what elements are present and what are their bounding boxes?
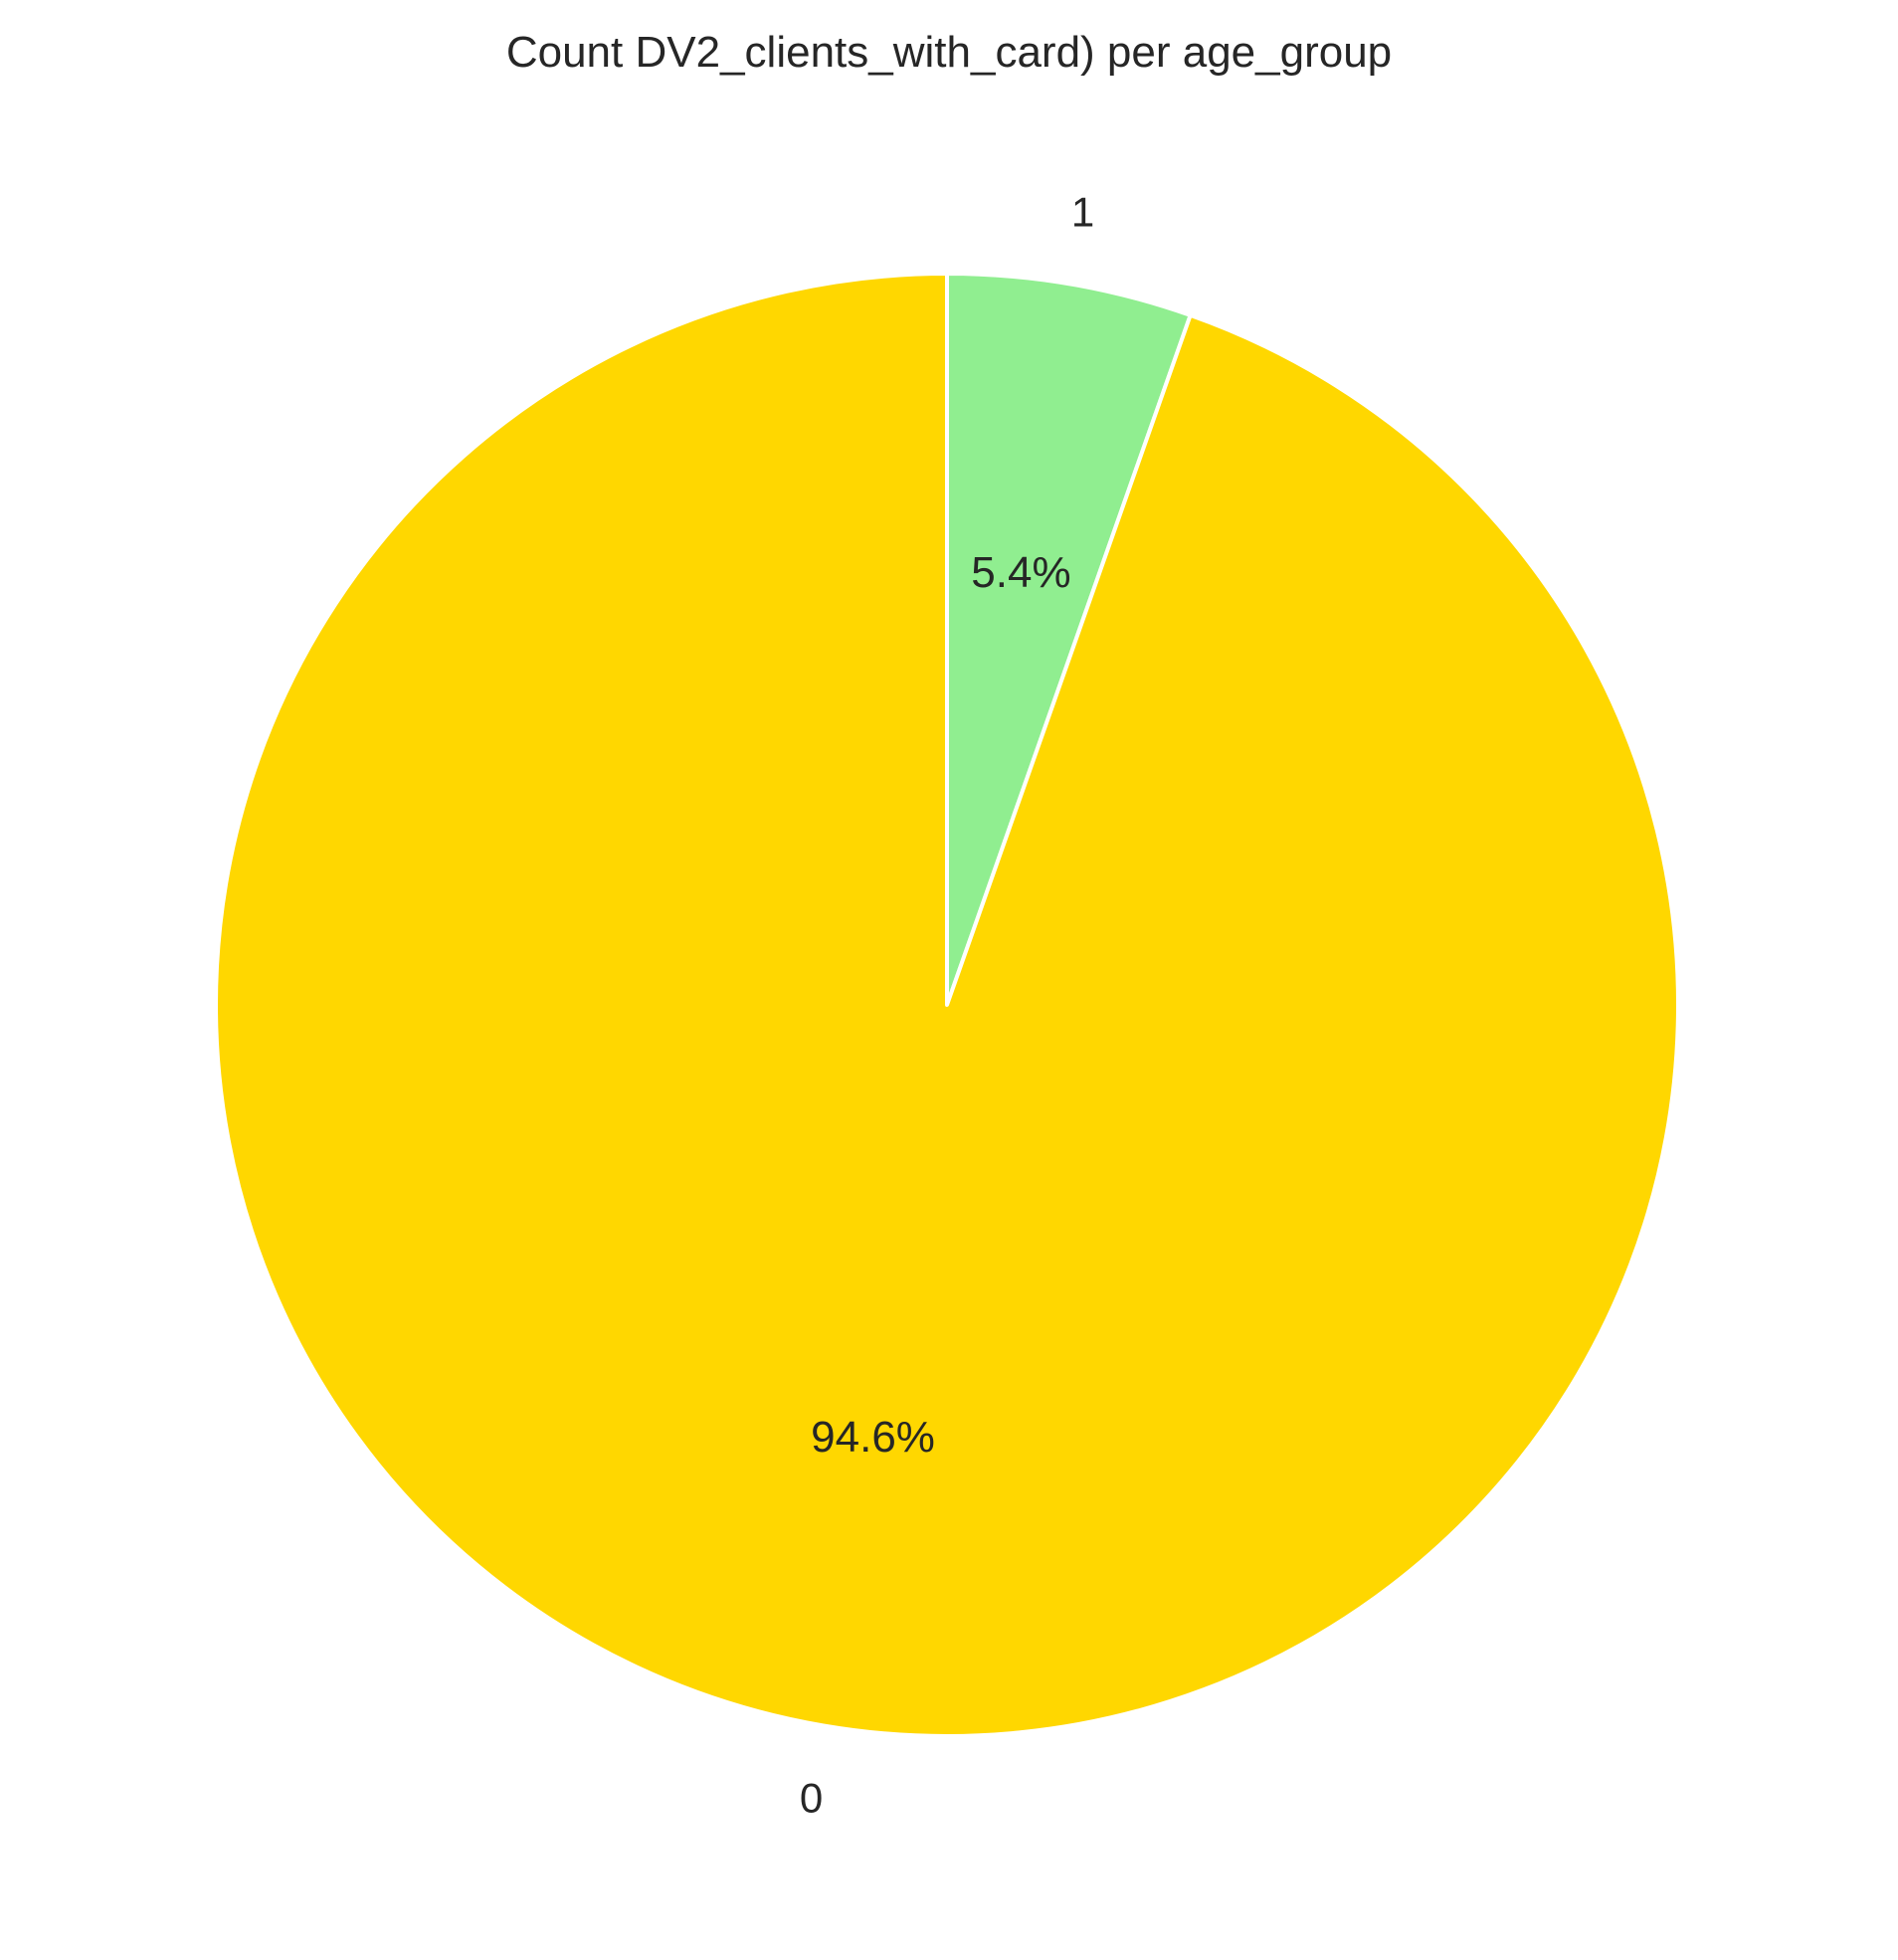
slice-category-label-0: 0: [800, 1774, 823, 1821]
slice-category-label-1: 1: [1071, 189, 1094, 236]
pie-slice-1: [945, 272, 1193, 1007]
pie-labels: 5.4% 1 94.6% 0: [800, 189, 1094, 1822]
pie-slice-0: [214, 272, 1680, 1738]
pie-slices: [214, 272, 1680, 1738]
slice-percent-label-0: 94.6%: [811, 1413, 935, 1462]
slice-percent-label-1: 5.4%: [971, 548, 1070, 597]
chart-title: Count DV2_clients_with_card) per age_gro…: [506, 28, 1392, 77]
